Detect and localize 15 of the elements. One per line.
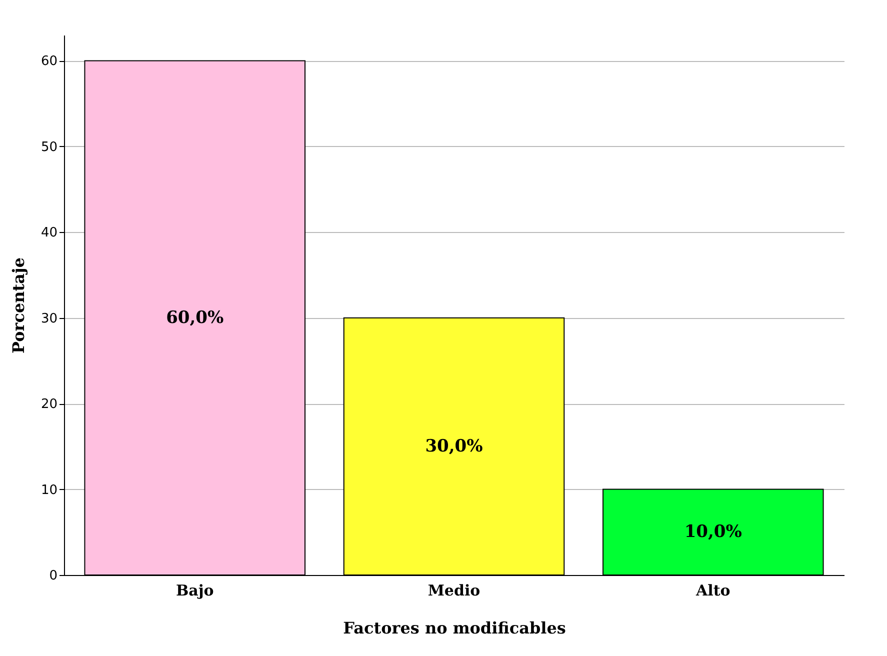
y-tick-label: 20 [40,397,58,412]
x-tick-label: Medio [428,582,480,600]
y-tick-label: 0 [49,568,58,584]
y-tick-label: 10 [40,482,58,498]
y-tick-label: 60 [40,54,58,70]
data-label: 30,0% [425,436,483,456]
x-tick-label: Alto [694,582,730,600]
y-axis-title: Porcentaje [8,258,28,354]
y-tick-label: 50 [40,140,58,155]
data-label: 60,0% [166,308,224,328]
data-label: 10,0% [684,522,742,542]
y-tick-label: 30 [40,311,58,326]
y-tick-label: 40 [40,226,58,241]
x-axis-title: Factores no modificables [343,618,566,638]
x-tick-label: Bajo [176,582,214,600]
